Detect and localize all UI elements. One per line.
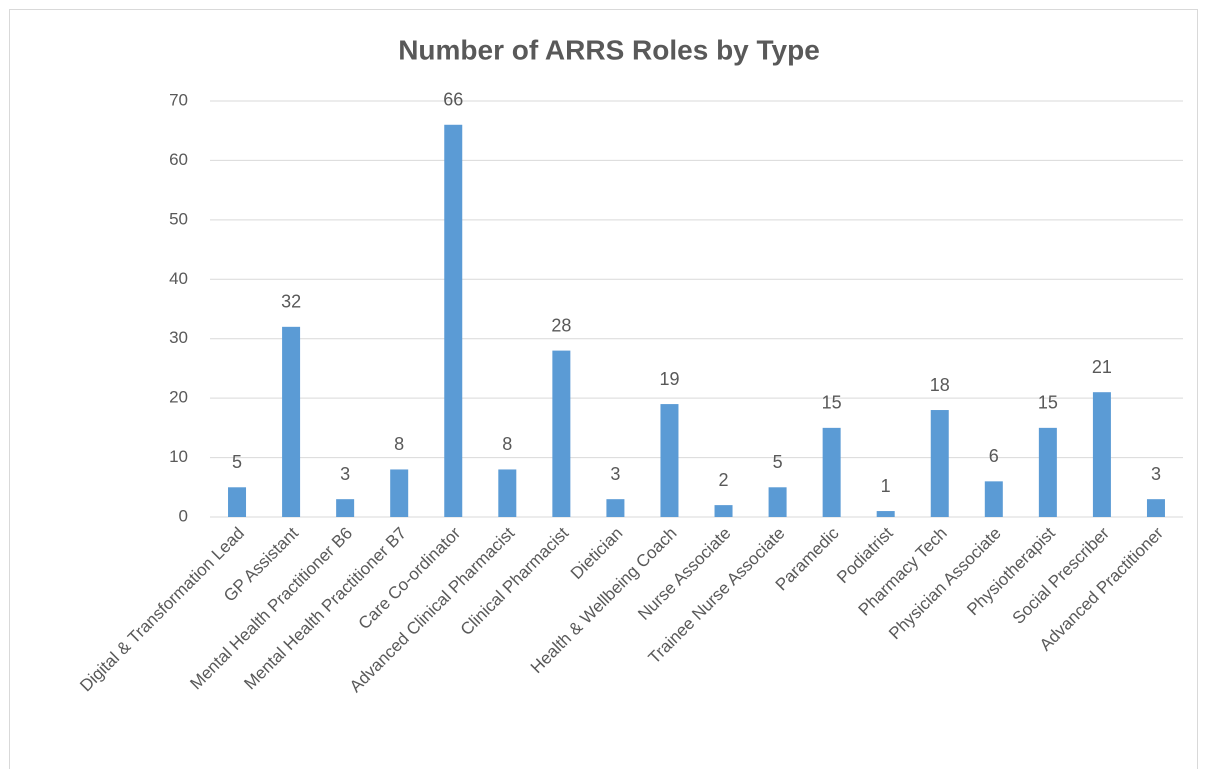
value-label: 1 bbox=[881, 476, 891, 496]
y-tick-label: 10 bbox=[169, 447, 188, 466]
value-label: 18 bbox=[930, 375, 950, 395]
value-label: 3 bbox=[1151, 464, 1161, 484]
value-label: 28 bbox=[551, 315, 571, 335]
bar bbox=[444, 124, 463, 518]
y-tick-label: 0 bbox=[179, 506, 188, 525]
value-label: 32 bbox=[281, 292, 301, 312]
value-label: 15 bbox=[822, 393, 842, 413]
y-tick-label: 20 bbox=[169, 388, 188, 407]
bar bbox=[282, 326, 301, 517]
bar bbox=[822, 427, 841, 517]
bar bbox=[876, 511, 895, 517]
bar bbox=[1146, 499, 1165, 517]
bar bbox=[336, 499, 355, 517]
bar bbox=[606, 499, 625, 517]
value-label: 3 bbox=[340, 464, 350, 484]
value-label: 2 bbox=[719, 470, 729, 490]
bar bbox=[714, 505, 733, 517]
value-label: 66 bbox=[443, 90, 463, 110]
value-label: 3 bbox=[610, 464, 620, 484]
bar bbox=[660, 404, 679, 517]
bar bbox=[228, 487, 247, 517]
value-label: 5 bbox=[773, 452, 783, 472]
bar bbox=[498, 469, 517, 517]
y-tick-label: 30 bbox=[169, 328, 188, 347]
bar bbox=[1092, 392, 1111, 517]
bar bbox=[930, 410, 949, 517]
bar bbox=[768, 487, 787, 517]
value-label: 8 bbox=[394, 434, 404, 454]
y-tick-label: 50 bbox=[169, 209, 188, 228]
y-tick-label: 60 bbox=[169, 150, 188, 169]
bar bbox=[390, 469, 409, 517]
value-label: 8 bbox=[502, 434, 512, 454]
bar bbox=[552, 350, 571, 517]
y-tick-label: 40 bbox=[169, 269, 188, 288]
value-label: 6 bbox=[989, 446, 999, 466]
value-label: 5 bbox=[232, 452, 242, 472]
bar bbox=[984, 481, 1003, 517]
value-label: 15 bbox=[1038, 393, 1058, 413]
chart-border bbox=[9, 9, 1198, 769]
chart-title: Number of ARRS Roles by Type bbox=[398, 34, 820, 65]
value-label: 21 bbox=[1092, 357, 1112, 377]
y-tick-label: 70 bbox=[169, 90, 188, 109]
bar bbox=[1038, 427, 1057, 517]
value-label: 19 bbox=[659, 369, 679, 389]
